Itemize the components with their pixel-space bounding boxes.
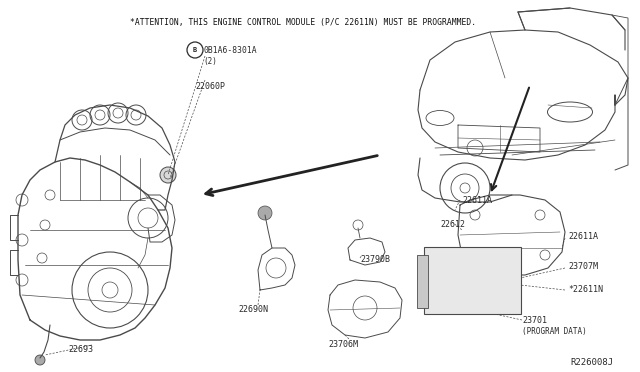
Circle shape — [160, 167, 176, 183]
Text: 23790B: 23790B — [360, 255, 390, 264]
Text: 23701: 23701 — [522, 316, 547, 325]
Text: 22611A: 22611A — [568, 232, 598, 241]
Circle shape — [35, 355, 45, 365]
Text: 23706M: 23706M — [328, 340, 358, 349]
Text: 22060P: 22060P — [195, 82, 225, 91]
Text: *22611N: *22611N — [568, 285, 603, 294]
Text: 22612: 22612 — [440, 220, 465, 229]
Text: 0B1A6-8301A: 0B1A6-8301A — [203, 46, 257, 55]
Text: 22690N: 22690N — [238, 305, 268, 314]
FancyBboxPatch shape — [417, 254, 429, 308]
Text: 23707M: 23707M — [568, 262, 598, 271]
Text: *ATTENTION, THIS ENGINE CONTROL MODULE (P/C 22611N) MUST BE PROGRAMMED.: *ATTENTION, THIS ENGINE CONTROL MODULE (… — [130, 18, 476, 27]
Text: R226008J: R226008J — [570, 358, 613, 367]
Circle shape — [258, 206, 272, 220]
Text: 22693: 22693 — [68, 345, 93, 354]
Text: B: B — [193, 47, 197, 53]
Text: (PROGRAM DATA): (PROGRAM DATA) — [522, 327, 587, 336]
Text: (2): (2) — [203, 57, 217, 66]
Text: 22611A: 22611A — [462, 196, 492, 205]
FancyBboxPatch shape — [424, 247, 521, 314]
